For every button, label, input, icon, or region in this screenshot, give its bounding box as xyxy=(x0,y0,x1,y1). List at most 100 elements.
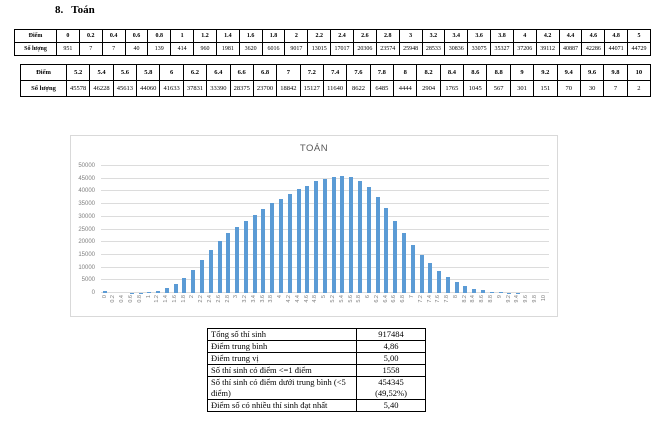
bar-slot xyxy=(119,166,128,293)
chart-bar xyxy=(296,189,301,293)
summary-value-line: 917484 xyxy=(378,329,404,339)
x-tick-label: 3.4 xyxy=(250,295,257,303)
x-tick-label: 5.8 xyxy=(356,295,363,303)
score-table-0-to-5: Điểm 0 0.2 0.4 0.6 0.8 1 1.2 1.4 1.6 1.8 2 2.2 2.4 2.6… xyxy=(14,29,651,56)
score-cell: 1 xyxy=(170,29,195,43)
summary-label: Điểm trung bình xyxy=(207,340,357,354)
x-tick-slot: 5.8 xyxy=(356,295,365,315)
x-tick-slot: 6 xyxy=(364,295,373,315)
bar-slot xyxy=(540,166,549,293)
x-tick-label: 8.8 xyxy=(488,295,495,303)
gridline xyxy=(101,165,549,166)
y-tick-label: 35000 xyxy=(78,201,95,208)
summary-row: Điểm trung bình 4,86 xyxy=(207,340,426,354)
score-cell: 9 xyxy=(509,64,535,81)
chart-bar xyxy=(349,177,354,293)
x-tick-label: 2 xyxy=(189,295,196,299)
count-cell: 41633 xyxy=(159,80,184,97)
x-tick-slot: 9.8 xyxy=(531,295,540,315)
gridline xyxy=(101,177,549,179)
bar-slot xyxy=(338,166,347,293)
count-cell: 3620 xyxy=(238,42,263,56)
row-label: Điểm xyxy=(20,64,67,81)
count-cell: 23574 xyxy=(375,42,400,56)
count-cell: 414 xyxy=(170,42,195,56)
summary-table: Tổng số thí sinh 917484 Điểm trung bình 4,8… xyxy=(207,327,426,413)
count-cell: 40887 xyxy=(558,42,583,56)
bar-slot xyxy=(523,166,532,293)
bar-slot xyxy=(136,166,145,293)
y-tick-label: 0 xyxy=(91,290,95,296)
score-cell: 6 xyxy=(159,64,184,81)
count-cell: 18842 xyxy=(276,80,301,97)
bar-slot xyxy=(162,166,171,293)
x-tick-label: 1.4 xyxy=(163,295,170,303)
score-cell: 4.2 xyxy=(535,29,560,43)
x-tick-slot: 8.2 xyxy=(461,295,470,315)
bar-slot xyxy=(435,166,444,293)
score-cell: 4 xyxy=(512,29,537,43)
bar-slot xyxy=(154,166,163,293)
x-tick-slot: 8.4 xyxy=(470,295,479,315)
chart-bar xyxy=(287,193,292,293)
chart-bar xyxy=(340,175,345,293)
count-row: Số lượng 45578 46228 45613 44060 41633 37831 33… xyxy=(20,80,652,97)
count-cell: 33390 xyxy=(206,80,231,97)
bar-slot xyxy=(426,166,435,293)
bar-slot xyxy=(233,166,242,293)
count-cell: 37831 xyxy=(182,80,208,97)
x-tick-label: 7.4 xyxy=(426,295,433,303)
count-cell: 8622 xyxy=(346,80,371,97)
summary-value: 5,40 xyxy=(356,399,426,413)
chart-bar xyxy=(243,220,248,293)
bar-slot xyxy=(452,166,461,293)
score-cell: 8.4 xyxy=(439,64,465,81)
x-tick-label: 9.8 xyxy=(531,295,538,303)
y-tick-label: 30000 xyxy=(78,213,95,220)
score-cell: 3.2 xyxy=(421,29,446,43)
summary-value: 454345 (49,52%) xyxy=(356,376,426,401)
score-cell: 0.6 xyxy=(124,29,149,43)
chart-bar xyxy=(261,209,266,293)
x-tick-label: 0.6 xyxy=(127,295,134,303)
x-tick-slot: 9.4 xyxy=(514,295,523,315)
x-tick-slot: 7.4 xyxy=(426,295,435,315)
count-cell: 15127 xyxy=(299,80,324,97)
score-cell: 2.4 xyxy=(330,29,354,43)
score-cell: 7.8 xyxy=(369,64,395,81)
x-tick-slot: 4.8 xyxy=(312,295,321,315)
summary-row: Số thí sinh có điểm <=1 điểm 1558 xyxy=(207,364,426,378)
x-tick-slot: 0.2 xyxy=(110,295,119,315)
chart-bar xyxy=(173,283,178,293)
score-cell: 1.8 xyxy=(261,29,286,43)
chart-bar xyxy=(384,208,389,293)
summary-value-line: 4,86 xyxy=(383,341,399,352)
score-cell: 4.8 xyxy=(604,29,629,43)
x-tick-label: 0.2 xyxy=(110,295,117,303)
count-cell: 40 xyxy=(124,42,149,56)
chart-bar xyxy=(472,288,477,293)
x-tick-slot: 5.6 xyxy=(347,295,356,315)
x-tick-slot: 3.2 xyxy=(242,295,251,315)
x-tick-slot: 0 xyxy=(101,295,110,315)
chart-bar xyxy=(235,227,240,293)
x-tick-slot: 7 xyxy=(408,295,417,315)
count-cell: 567 xyxy=(486,80,511,97)
heading-title: Toán xyxy=(71,4,95,16)
score-cell: 6.8 xyxy=(252,64,278,81)
score-distribution-chart: TOÁN 0 5000 10000 15000 20000 25000 30000 35000… xyxy=(70,135,558,317)
score-cell: 0.4 xyxy=(101,29,126,43)
bar-slot xyxy=(101,166,110,293)
x-axis-labels: 0 0.2 0.4 0.6 0.8 1 1.2 1.4 1.6 1.8 2 2.2 2.4 2.6 2.8 3… xyxy=(101,295,549,315)
score-cell: 3.8 xyxy=(490,29,514,43)
bar-slot xyxy=(189,166,198,293)
score-row: Điểm 5.2 5.4 5.6 5.8 6 6.2 6.4 6.6 6.8 7 7.2 7.4 7.6 7… xyxy=(20,64,652,81)
y-tick-label: 40000 xyxy=(78,188,95,195)
chart-bar xyxy=(498,292,503,293)
x-tick-label: 5 xyxy=(321,295,328,299)
chart-bar xyxy=(393,220,398,293)
x-tick-slot: 4.2 xyxy=(285,295,294,315)
x-tick-label: 4.8 xyxy=(312,295,319,303)
score-cell: 0 xyxy=(56,29,80,43)
